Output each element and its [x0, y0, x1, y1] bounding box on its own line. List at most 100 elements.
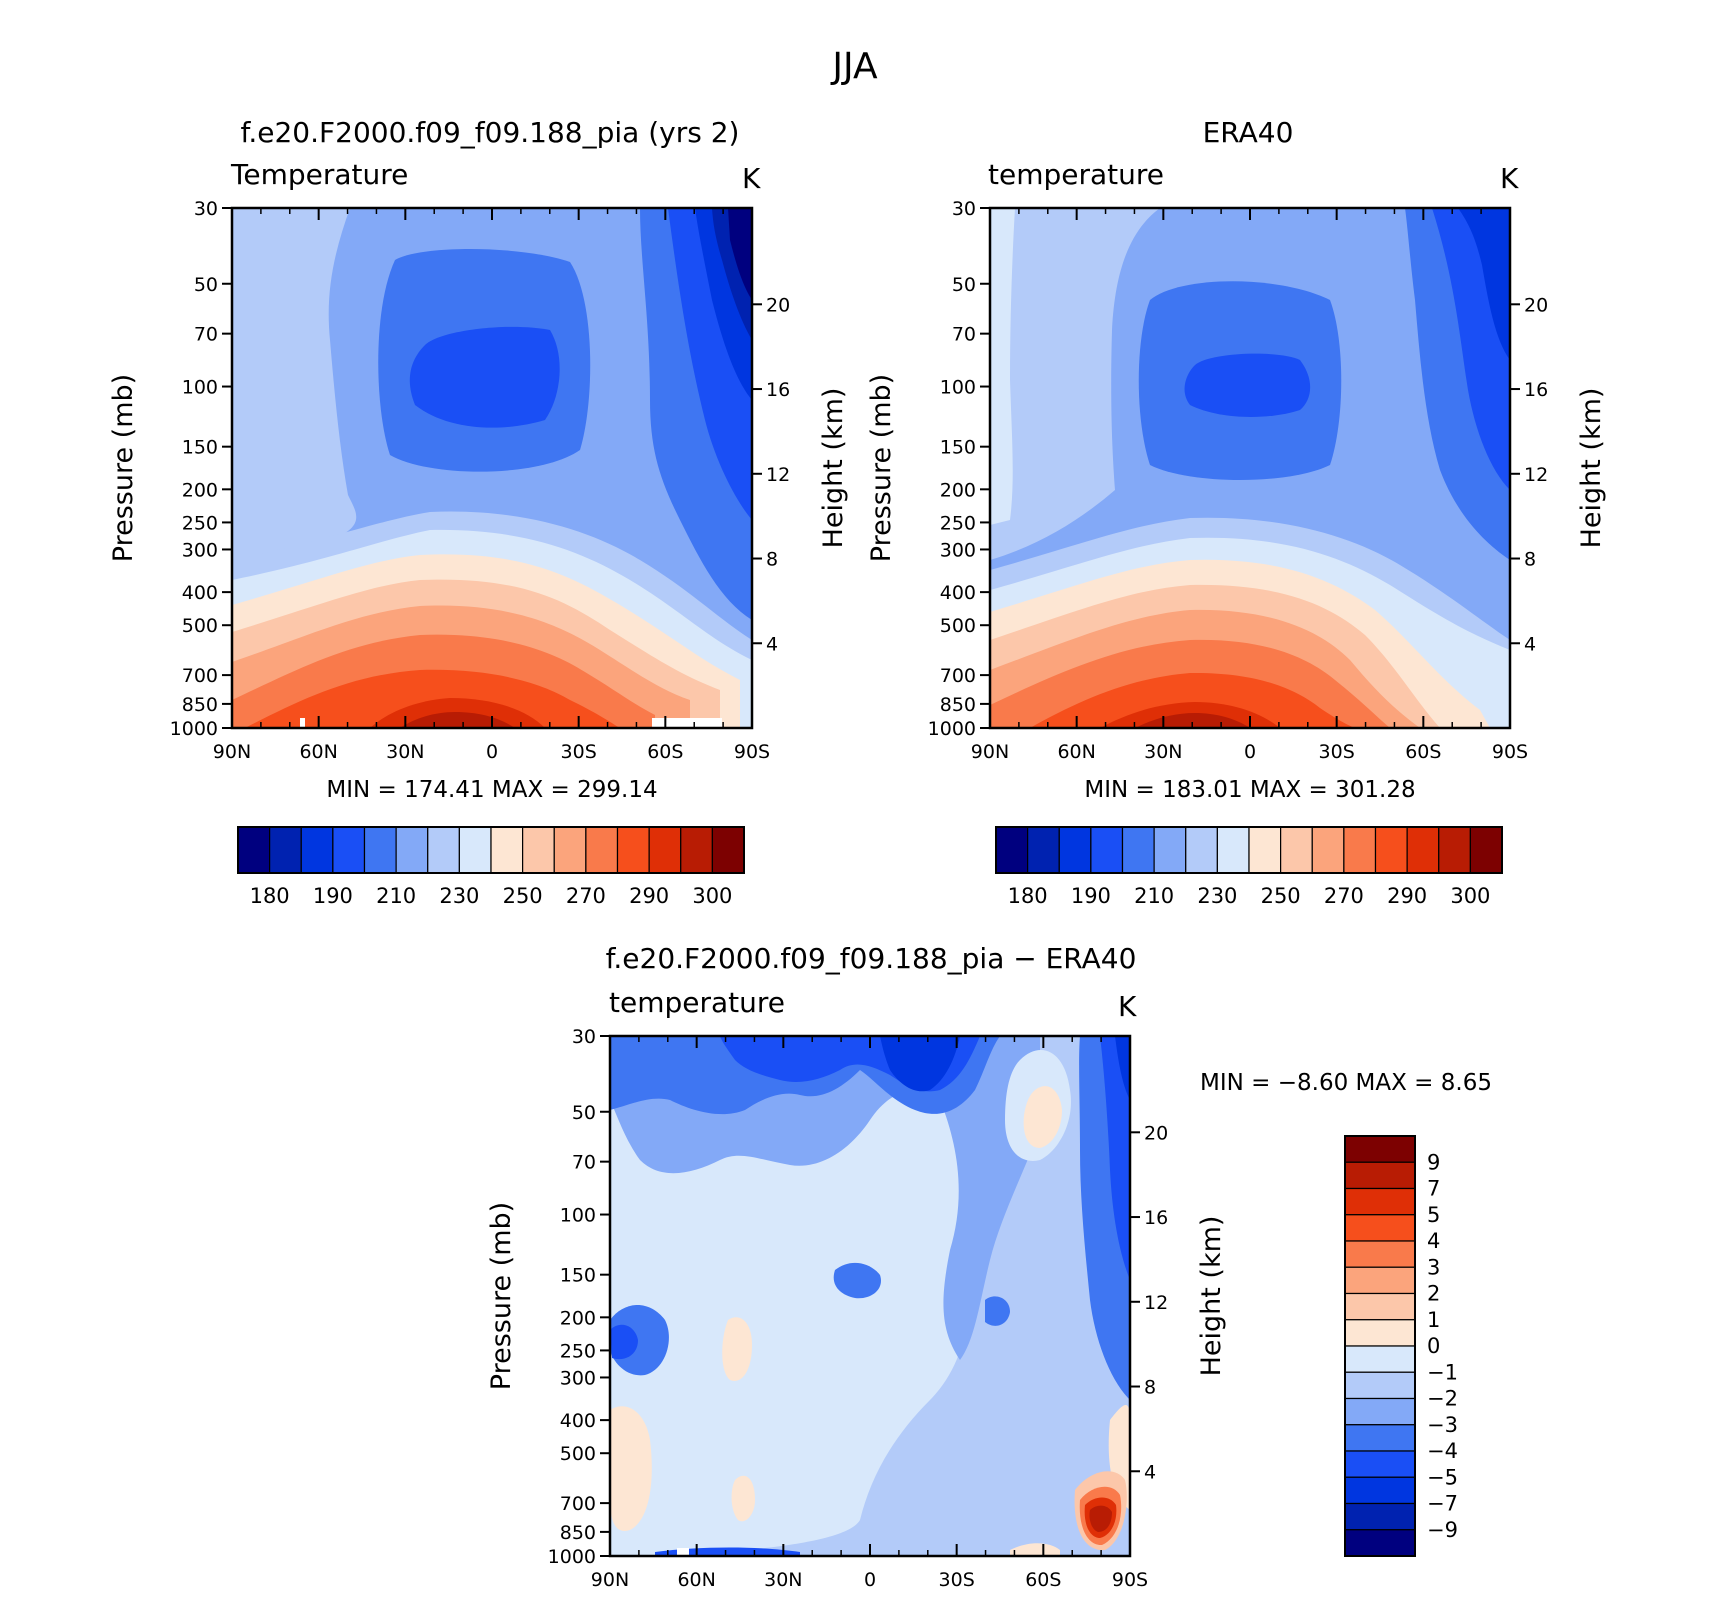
axes: 90N 60N 30N 0 30S 60S 90S 30 50 70 100 150 200 250 300… [928, 198, 1549, 763]
contour-band [731, 1475, 755, 1522]
colorbar-label: 180 [1008, 884, 1048, 908]
colorbar-label: 5 [1427, 1203, 1440, 1227]
colorbar-box [300, 826, 334, 874]
colorbar-label: −2 [1427, 1387, 1458, 1411]
contour-band [1184, 353, 1311, 417]
y-tick-label: 50 [572, 1102, 596, 1124]
y-tick-label: 1000 [170, 718, 218, 740]
contour-band [728, 208, 752, 300]
contour-band [409, 326, 560, 428]
min-max-label: MIN = 174.41 MAX = 299.14 [326, 777, 657, 803]
colorbar-label: 7 [1427, 1177, 1440, 1201]
panel-title: f.e20.F2000.f09_f09.188_pia − ERA40 [606, 942, 1137, 975]
colorbar-label: −9 [1427, 1518, 1458, 1542]
y-tick-label: 850 [560, 1522, 596, 1544]
colorbar-box [680, 826, 713, 874]
colorbar-box [395, 826, 429, 874]
colorbar-label: 2 [1427, 1282, 1440, 1306]
colorbar-box [648, 826, 682, 874]
units-label: K [742, 162, 761, 195]
y-tick-label: 150 [560, 1265, 596, 1287]
contour-band [610, 1036, 1040, 1360]
contour-fill [610, 1036, 1130, 1556]
right-tick-label: 16 [766, 379, 790, 401]
x-tick-label: 60N [677, 1569, 715, 1591]
contour-band [833, 1262, 881, 1299]
x-tick-label: 0 [864, 1569, 876, 1591]
x-tick-label: 30S [561, 741, 597, 763]
colorbar-box [1344, 1292, 1416, 1321]
colorbar-box [1344, 1397, 1416, 1426]
colorbar-box [1248, 826, 1282, 874]
colorbar-label: 290 [629, 884, 669, 908]
y-tick-label: 300 [560, 1367, 596, 1389]
contour-band [1100, 1036, 1130, 1280]
x-tick-label: 60N [1057, 741, 1095, 763]
colorbar-label: 210 [376, 884, 416, 908]
x-tick-label: 60N [299, 741, 337, 763]
colorbar-box [1344, 1424, 1416, 1452]
y-tick-label: 150 [182, 437, 218, 459]
x-tick-label: 90S [1492, 741, 1528, 763]
colorbar-box [1344, 1502, 1416, 1531]
y-tick-label: 400 [560, 1410, 596, 1432]
contour-band [1010, 1543, 1060, 1556]
colorbar: 180 190 210 230 250 270 290 300 [237, 826, 745, 908]
y-tick-label: 850 [182, 694, 218, 716]
min-max-label: MIN = −8.60 MAX = 8.65 [1200, 1070, 1492, 1096]
y-tick-label: 250 [182, 512, 218, 534]
colorbar-box [1469, 826, 1503, 874]
y-tick-label: 70 [572, 1152, 596, 1174]
y-tick-label: 400 [182, 582, 218, 604]
missing-data [652, 718, 722, 728]
y-tick-label: 700 [940, 665, 976, 687]
colorbar-box [1344, 1450, 1416, 1478]
colorbar-box [1344, 1476, 1416, 1505]
colorbar-label: 270 [566, 884, 606, 908]
colorbar-label: −4 [1427, 1439, 1458, 1463]
colorbar-box [1406, 826, 1440, 874]
right-tick-label: 8 [1144, 1377, 1156, 1399]
colorbar-box [1374, 826, 1408, 874]
y-tick-label: 100 [940, 377, 976, 399]
colorbar-box [995, 826, 1029, 874]
colorbar-box [1344, 1187, 1416, 1216]
colorbar-box [522, 826, 555, 874]
x-tick-label: 90S [734, 741, 770, 763]
contour-band [610, 1324, 638, 1360]
colorbar-label: −1 [1427, 1360, 1458, 1384]
contour-band [990, 208, 1015, 525]
colorbar-frame [1344, 1135, 1416, 1557]
min-max-label: MIN = 183.01 MAX = 301.28 [1084, 777, 1415, 803]
x-tick-label: 90N [213, 741, 251, 763]
y-tick-label: 200 [182, 479, 218, 501]
contour-band [1458, 208, 1510, 360]
right-axis-title: Height (km) [818, 388, 849, 549]
colorbar-box [1121, 826, 1155, 874]
colorbar-label: 300 [1450, 884, 1490, 908]
y-tick-label: 1000 [928, 718, 976, 740]
colorbar-box [1090, 826, 1124, 874]
variable-label: temperature [609, 986, 785, 1019]
x-tick-label: 60S [647, 741, 683, 763]
contour-band [245, 669, 620, 728]
right-tick-label: 12 [1144, 1292, 1168, 1314]
y-axis-title: Pressure (mb) [108, 374, 139, 562]
right-tick-label: 12 [766, 464, 790, 486]
contour-band [1030, 672, 1355, 728]
y-tick-label: 300 [182, 539, 218, 561]
y-tick-label: 300 [940, 539, 976, 561]
colorbar-label: −5 [1427, 1465, 1458, 1489]
colorbar-box [1344, 1135, 1416, 1163]
colorbar-box [1027, 826, 1060, 874]
contour-band [1023, 1086, 1062, 1148]
colorbar-label: 270 [1324, 884, 1364, 908]
colorbar-frame [237, 826, 745, 874]
x-tick-label: 30S [939, 1569, 975, 1591]
contour-band [655, 1547, 800, 1556]
y-tick-label: 500 [182, 615, 218, 637]
right-tick-label: 16 [1524, 379, 1548, 401]
y-tick-label: 50 [952, 274, 976, 296]
missing-data [677, 1548, 689, 1556]
x-tick-label: 30N [386, 741, 424, 763]
